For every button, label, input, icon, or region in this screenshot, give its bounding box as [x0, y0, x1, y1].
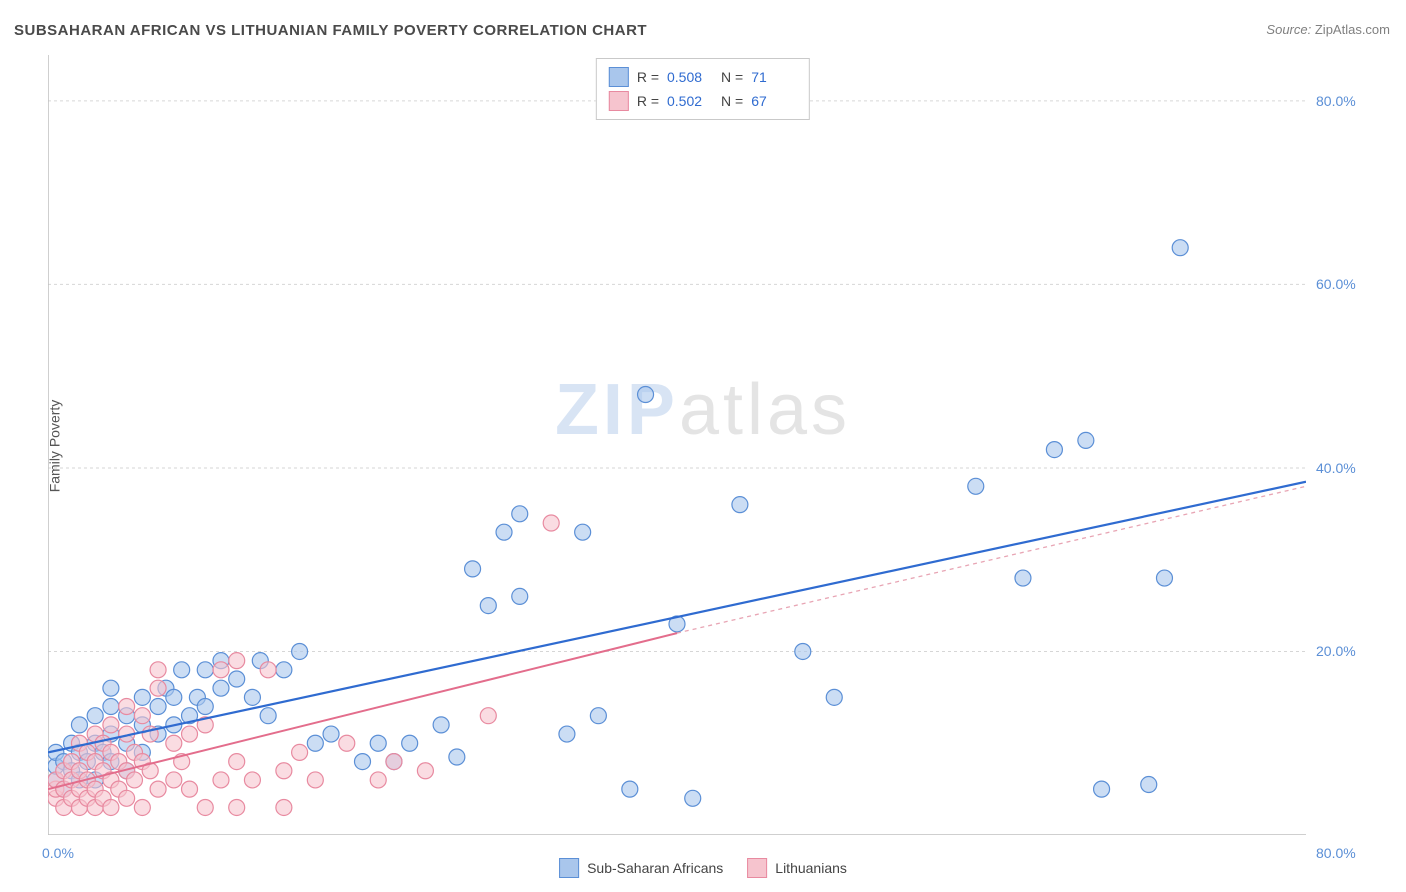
legend-swatch-lit-bottom	[747, 858, 767, 878]
legend-swatch-lit	[609, 91, 629, 111]
scatter-chart	[48, 55, 1306, 835]
legend-series: Sub-Saharan Africans Lithuanians	[559, 858, 847, 878]
source-label: Source:	[1266, 22, 1311, 37]
r-label: R =	[637, 93, 659, 109]
source-attribution: Source: ZipAtlas.com	[1266, 22, 1390, 37]
legend-item-lit: Lithuanians	[747, 858, 847, 878]
y-tick-label: 20.0%	[1316, 643, 1396, 659]
chart-title: SUBSAHARAN AFRICAN VS LITHUANIAN FAMILY …	[14, 22, 647, 39]
r-value-lit: 0.502	[667, 93, 713, 109]
legend-row-lit: R = 0.502 N = 67	[609, 89, 797, 113]
legend-label-lit: Lithuanians	[775, 860, 847, 876]
n-label: N =	[721, 69, 743, 85]
plot-area: 0.0% 80.0% 20.0%40.0%60.0%80.0%	[48, 55, 1306, 835]
y-tick-label: 80.0%	[1316, 93, 1396, 109]
y-tick-label: 40.0%	[1316, 460, 1396, 476]
n-value-ssa: 71	[751, 69, 797, 85]
y-tick-label: 60.0%	[1316, 276, 1396, 292]
legend-correlation: R = 0.508 N = 71 R = 0.502 N = 67	[596, 58, 810, 120]
legend-label-ssa: Sub-Saharan Africans	[587, 860, 723, 876]
n-label: N =	[721, 93, 743, 109]
x-tick-max: 80.0%	[1316, 845, 1396, 861]
legend-swatch-ssa-bottom	[559, 858, 579, 878]
n-value-lit: 67	[751, 93, 797, 109]
x-tick-min: 0.0%	[42, 845, 74, 861]
r-label: R =	[637, 69, 659, 85]
legend-swatch-ssa	[609, 67, 629, 87]
legend-item-ssa: Sub-Saharan Africans	[559, 858, 723, 878]
r-value-ssa: 0.508	[667, 69, 713, 85]
legend-row-ssa: R = 0.508 N = 71	[609, 65, 797, 89]
source-value: ZipAtlas.com	[1315, 22, 1390, 37]
